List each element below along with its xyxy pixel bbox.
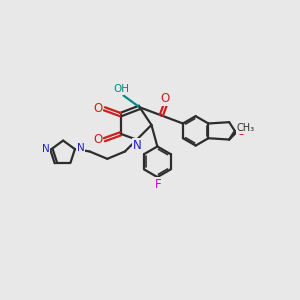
Text: F: F (155, 178, 162, 191)
Text: OH: OH (113, 84, 129, 94)
Text: O: O (237, 125, 246, 138)
Text: O: O (93, 102, 103, 115)
Text: N: N (42, 143, 50, 154)
Text: CH₃: CH₃ (237, 123, 255, 134)
Text: O: O (160, 92, 170, 105)
Text: O: O (93, 133, 103, 146)
Text: N: N (132, 139, 141, 152)
Text: N: N (77, 143, 85, 153)
